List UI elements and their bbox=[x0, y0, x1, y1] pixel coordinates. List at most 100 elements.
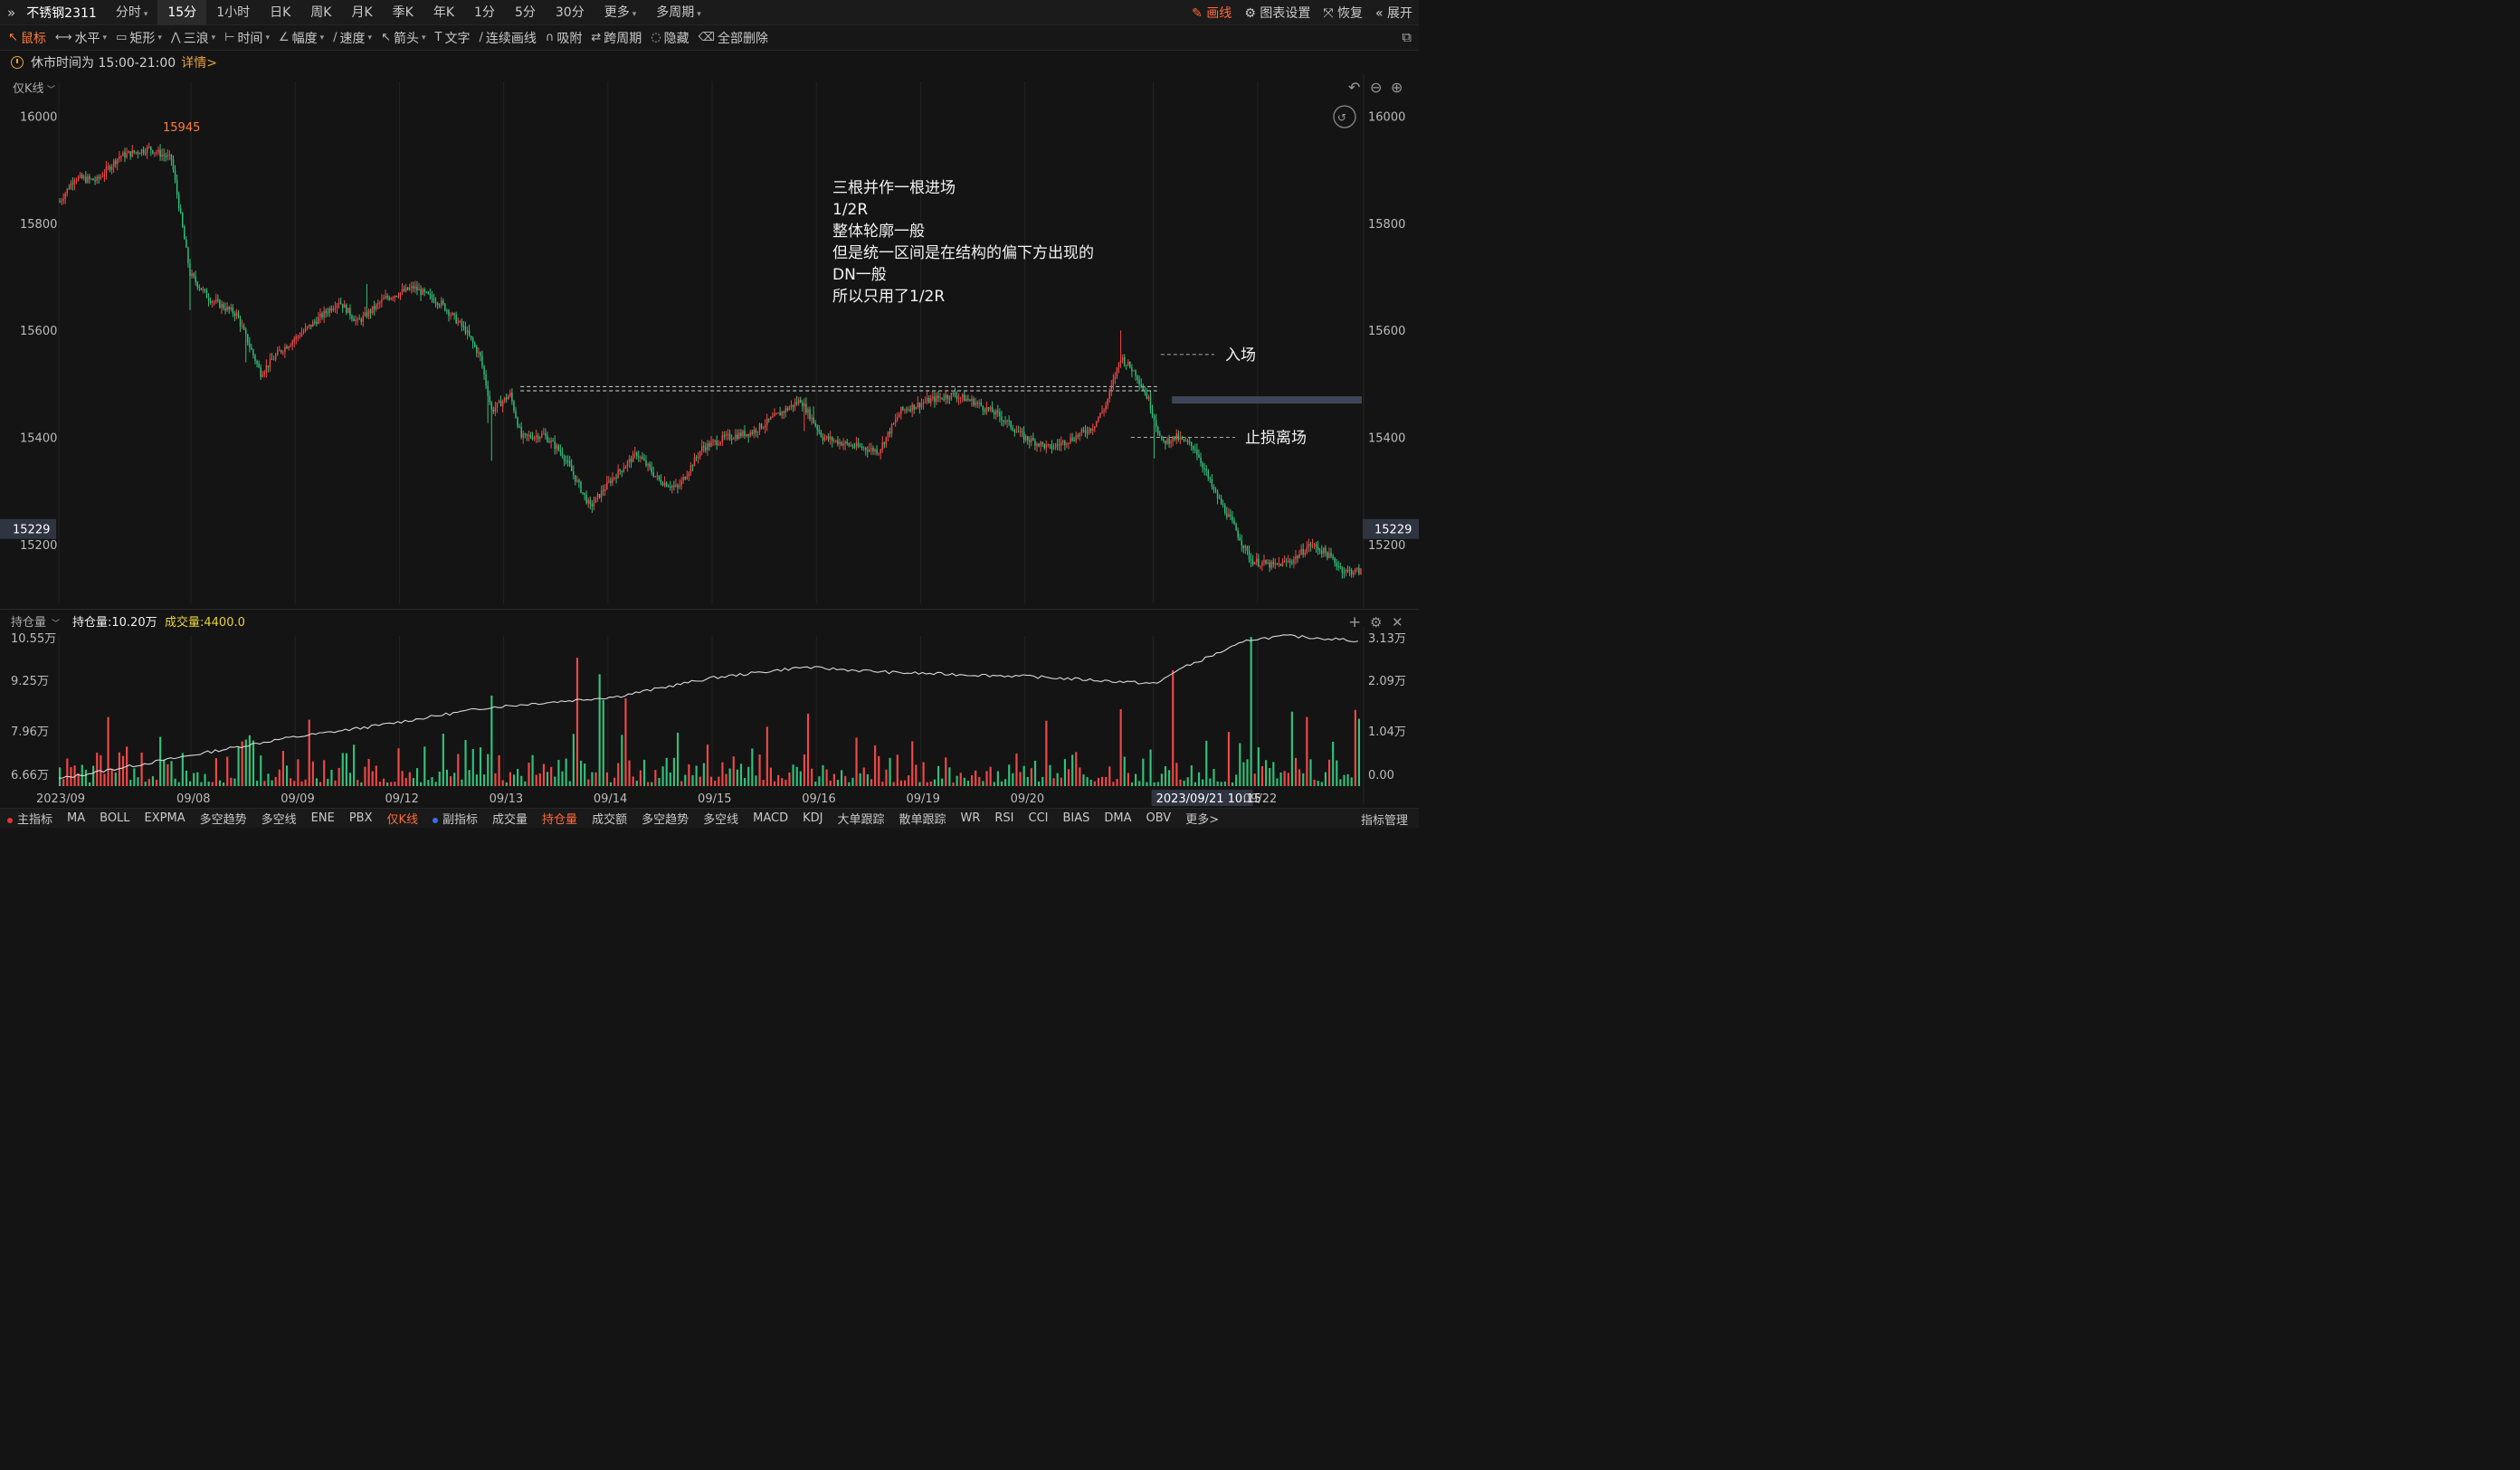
indicator-tab-20[interactable]: RSI bbox=[987, 811, 1021, 825]
candle bbox=[823, 433, 826, 442]
candle bbox=[1013, 428, 1016, 437]
indicator-tab-8[interactable]: 仅K线 bbox=[379, 810, 425, 827]
candle bbox=[476, 344, 478, 357]
indicator-tab-18[interactable]: 散单跟踪 bbox=[891, 810, 953, 827]
magnet-tool[interactable]: ∩ 吸附 bbox=[541, 29, 587, 47]
indicator-tab-24[interactable]: OBV bbox=[1139, 811, 1179, 825]
notice-details-link[interactable]: 详情> bbox=[181, 56, 217, 71]
zoom-out-icon[interactable]: ⊖ bbox=[1370, 79, 1382, 96]
period-tab-0[interactable]: 分时 ▾ bbox=[106, 0, 158, 25]
hide-tool[interactable]: ◌ 隐藏 bbox=[646, 29, 693, 47]
sub-indicator-tab[interactable]: 副指标 bbox=[425, 810, 485, 827]
candle bbox=[73, 177, 76, 191]
volume-bar bbox=[1212, 769, 1215, 786]
period-tab-8[interactable]: 1分 bbox=[464, 0, 505, 25]
speed-tool[interactable]: ∕ 速度 ▾ bbox=[328, 29, 376, 47]
cursor-tool[interactable]: ↖ 鼠标 bbox=[4, 29, 51, 47]
indicator-tab-15[interactable]: MACD bbox=[746, 811, 795, 825]
restore-button[interactable]: ⤧ 恢复 bbox=[1317, 4, 1369, 22]
period-tab-9[interactable]: 5分 bbox=[505, 0, 546, 25]
indicator-tab-12[interactable]: 成交额 bbox=[585, 810, 634, 827]
three-wave-tool[interactable]: ⋀ 三浪 ▾ bbox=[166, 29, 220, 47]
volume-bar bbox=[315, 778, 319, 786]
period-tab-12[interactable]: 多周期 ▾ bbox=[646, 0, 711, 25]
collapse-icon[interactable]: » bbox=[7, 4, 16, 21]
tool-label: 矩形 bbox=[129, 31, 156, 46]
indicator-tab-21[interactable]: CCI bbox=[1022, 811, 1056, 825]
indicator-tab-25[interactable]: 更多> bbox=[1178, 810, 1226, 827]
kline-mode-select[interactable]: 仅K线 ﹀ bbox=[13, 82, 55, 96]
period-tab-1[interactable]: 15分 bbox=[157, 0, 207, 25]
open-interest-chart[interactable]: 持仓量 ﹀ 持仓量:10.20万 成交量:4400.0 + ⚙ ✕ 10.55万… bbox=[0, 609, 1419, 808]
candle bbox=[961, 393, 964, 403]
candle bbox=[656, 471, 659, 481]
indicator-tab-17[interactable]: 大单跟踪 bbox=[830, 810, 891, 827]
period-tab-3[interactable]: 日K bbox=[260, 0, 300, 25]
text-tool[interactable]: T 文字 bbox=[431, 29, 475, 47]
candle bbox=[269, 353, 271, 373]
draw-line-button[interactable]: ✎ 画线 bbox=[1185, 4, 1238, 22]
period-tab-7[interactable]: 年K bbox=[423, 0, 464, 25]
indicator-tab-23[interactable]: DMA bbox=[1097, 811, 1138, 825]
candle bbox=[189, 258, 191, 310]
indicator-tab-7[interactable]: PBX bbox=[342, 811, 380, 825]
candle bbox=[725, 431, 727, 441]
oi-tick: 10.55万 bbox=[11, 632, 56, 646]
cross-period-tool[interactable]: ⇄ 跨周期 bbox=[586, 29, 646, 47]
volume-bar bbox=[278, 769, 281, 786]
indicator-tab-14[interactable]: 多空线 bbox=[696, 810, 746, 827]
volume-bar bbox=[971, 774, 974, 786]
time-tool[interactable]: ⊢ 时间 ▾ bbox=[220, 29, 274, 47]
chart-settings-button[interactable]: ⚙ 图表设置 bbox=[1238, 4, 1317, 22]
candle bbox=[349, 304, 351, 320]
indicator-tab-10[interactable]: 成交量 bbox=[485, 810, 535, 827]
indicator-tab-13[interactable]: 多空趋势 bbox=[634, 810, 696, 827]
period-tab-10[interactable]: 30分 bbox=[546, 0, 594, 25]
window-icon[interactable]: ⧉ bbox=[1402, 29, 1412, 45]
candle bbox=[1281, 558, 1284, 567]
main-indicator-tab[interactable]: 主指标 bbox=[0, 810, 60, 827]
indicator-label: CCI bbox=[1028, 811, 1049, 825]
period-tab-6[interactable]: 季K bbox=[383, 0, 423, 25]
candle bbox=[559, 444, 562, 457]
candlestick-chart[interactable]: 16000 16000 15800 15800 15600 15600 15400 15400… bbox=[0, 74, 1419, 608]
plus-icon[interactable]: + bbox=[1348, 613, 1361, 631]
indicator-tab-3[interactable]: EXPMA bbox=[138, 811, 193, 825]
stop-zone-bar[interactable] bbox=[1172, 396, 1362, 404]
volume-bar bbox=[271, 780, 273, 786]
period-tab-5[interactable]: 月K bbox=[341, 0, 382, 25]
indicator-tab-22[interactable]: BIAS bbox=[1056, 811, 1098, 825]
indicator-tab-16[interactable]: KDJ bbox=[795, 811, 830, 825]
period-tab-11[interactable]: 更多 ▾ bbox=[594, 0, 647, 25]
close-icon[interactable]: ✕ bbox=[1392, 614, 1403, 631]
volume-bar bbox=[401, 771, 404, 786]
amplitude-tool[interactable]: ∠ 幅度 ▾ bbox=[274, 29, 328, 47]
symbol-name[interactable]: 不锈钢2311 bbox=[26, 5, 97, 21]
candle bbox=[68, 184, 71, 190]
indicator-tab-11[interactable]: 持仓量 bbox=[535, 810, 585, 827]
candle bbox=[786, 405, 789, 413]
indicator-manage-button[interactable]: 指标管理 bbox=[1360, 814, 1408, 828]
indicator-tab-19[interactable]: WR bbox=[953, 811, 987, 825]
gear-icon[interactable]: ⚙ bbox=[1370, 614, 1382, 631]
indicator-tab-4[interactable]: 多空趋势 bbox=[193, 810, 254, 827]
rectangle-tool[interactable]: ▭ 矩形 ▾ bbox=[111, 29, 166, 47]
delete-all-tool[interactable]: ⌫ 全部删除 bbox=[694, 29, 773, 47]
indicator-tab-1[interactable]: MA bbox=[60, 811, 92, 825]
indicator-tab-6[interactable]: ENE bbox=[304, 811, 342, 825]
indicator-tab-5[interactable]: 多空线 bbox=[254, 810, 304, 827]
candle bbox=[64, 191, 66, 204]
candle bbox=[570, 459, 573, 472]
zoom-in-icon[interactable]: ⊕ bbox=[1391, 79, 1403, 96]
undo-icon[interactable]: ↶ bbox=[1348, 79, 1360, 96]
period-tab-2[interactable]: 1小时 bbox=[206, 0, 260, 25]
open-interest-label[interactable]: 持仓量 bbox=[11, 616, 46, 630]
horizontal-tool[interactable]: ⟷ 水平 ▾ bbox=[51, 29, 111, 47]
period-tab-4[interactable]: 周K bbox=[300, 0, 341, 25]
reset-view-icon[interactable] bbox=[1333, 105, 1356, 128]
indicator-tab-2[interactable]: BOLL bbox=[92, 811, 137, 825]
expand-button[interactable]: « 展开 bbox=[1369, 4, 1419, 22]
continuous-line-tool[interactable]: ∕ 连续画线 bbox=[474, 29, 540, 47]
arrow-tool[interactable]: ↖ 箭头 ▾ bbox=[376, 29, 430, 47]
candle bbox=[522, 430, 524, 444]
